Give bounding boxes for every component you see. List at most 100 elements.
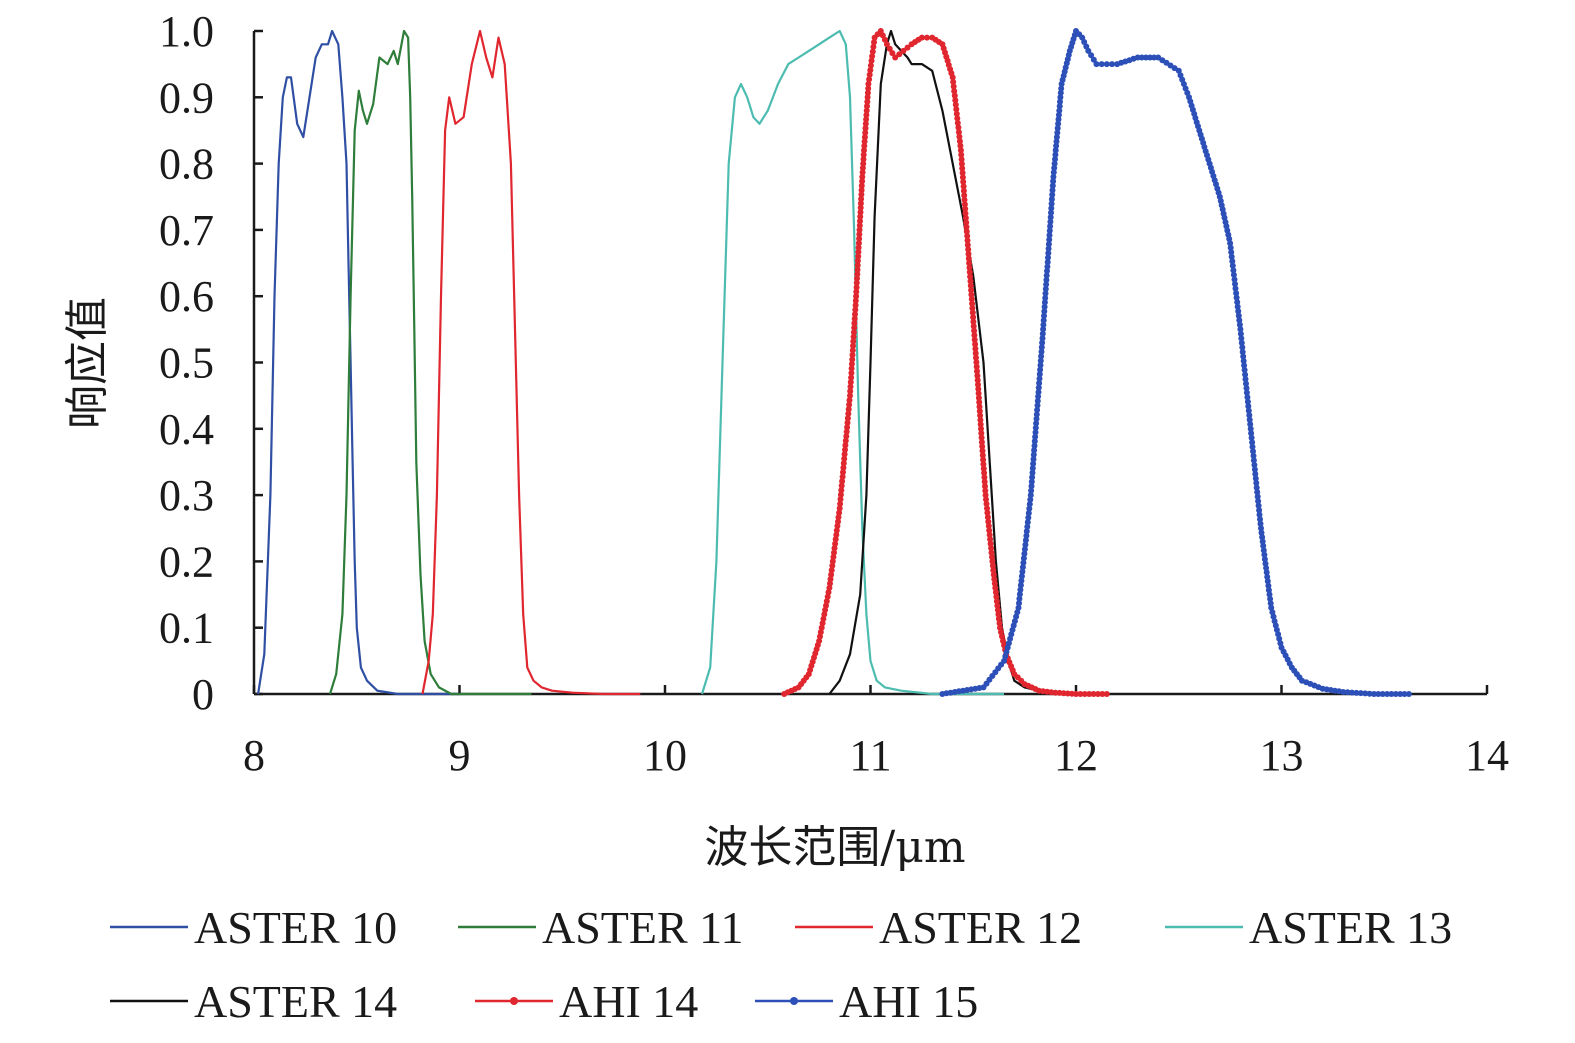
data-point	[1241, 362, 1248, 369]
data-point	[857, 204, 864, 211]
data-point	[1258, 529, 1265, 536]
data-point	[994, 607, 1001, 613]
data-point	[977, 412, 984, 419]
series-line	[942, 29, 1409, 696]
data-point	[1041, 299, 1048, 306]
series-aster-11	[328, 29, 532, 696]
data-point	[828, 571, 835, 578]
data-point	[1237, 330, 1244, 337]
data-point	[1031, 442, 1038, 449]
x-tick-label: 11	[849, 731, 891, 780]
data-point	[970, 314, 977, 321]
data-point	[1252, 475, 1259, 482]
data-point	[900, 47, 907, 54]
data-point	[829, 558, 836, 565]
data-point	[852, 311, 858, 318]
data-point	[1250, 457, 1257, 464]
data-point	[969, 300, 976, 307]
data-point	[859, 178, 866, 185]
data-point	[848, 374, 855, 381]
data-point	[1266, 591, 1273, 598]
data-point	[1042, 295, 1049, 301]
data-point	[1242, 371, 1249, 378]
data-point	[843, 428, 850, 435]
data-point	[971, 336, 978, 343]
data-point	[1021, 546, 1028, 553]
data-point	[863, 116, 870, 123]
data-point	[964, 242, 971, 248]
data-point	[849, 347, 856, 354]
data-point	[1235, 312, 1242, 319]
data-point	[989, 554, 995, 560]
series-ahi-15	[939, 28, 1412, 697]
y-tick-label: 0.7	[159, 206, 214, 255]
data-point	[868, 57, 875, 64]
data-point	[966, 260, 973, 267]
data-point	[985, 523, 992, 529]
data-point	[1040, 326, 1047, 333]
data-point	[1028, 487, 1035, 494]
data-point	[859, 173, 866, 180]
data-point	[1041, 308, 1048, 315]
data-point	[1073, 691, 1079, 697]
data-point	[1015, 604, 1022, 611]
ticks: 0 0.1 0.2 0.3 0.4 0.5 0.6 0.7 0.8 0.9 1.0 8 9 10 11 12 1…	[159, 7, 1509, 780]
data-point	[1034, 402, 1041, 409]
data-point	[1020, 555, 1027, 562]
data-point	[980, 465, 987, 472]
data-point	[964, 233, 971, 239]
data-point	[858, 187, 865, 194]
data-point	[861, 134, 868, 141]
data-point	[1018, 577, 1025, 584]
data-point	[1362, 690, 1369, 697]
data-point	[1018, 573, 1025, 580]
data-point	[1053, 134, 1060, 141]
data-point	[851, 315, 858, 322]
data-point	[1043, 281, 1050, 288]
data-point	[845, 410, 852, 417]
data-point	[863, 107, 870, 114]
data-point	[1022, 537, 1029, 544]
series-ahi-14	[781, 28, 1110, 697]
data-point	[963, 224, 970, 230]
y-tick-label: 0.2	[159, 537, 214, 586]
data-point	[847, 388, 854, 395]
data-point	[972, 350, 979, 357]
data-point	[1243, 389, 1250, 396]
data-point	[829, 562, 836, 569]
data-point	[1035, 393, 1042, 400]
data-point	[1243, 385, 1250, 392]
data-point	[985, 518, 992, 525]
data-point	[860, 151, 867, 158]
data-point	[1247, 425, 1254, 432]
data-point	[1267, 600, 1274, 607]
data-point	[892, 54, 899, 61]
x-tick-label: 13	[1260, 731, 1304, 780]
data-point	[832, 536, 839, 543]
data-point	[1340, 689, 1347, 695]
data-point	[1235, 308, 1242, 315]
data-point	[1270, 613, 1277, 620]
data-point	[836, 509, 843, 516]
data-point	[953, 106, 960, 113]
data-point	[1052, 147, 1059, 154]
y-tick-label: 0.1	[159, 604, 214, 653]
data-point	[972, 341, 979, 348]
data-point	[1230, 271, 1237, 278]
data-point	[1030, 456, 1037, 463]
data-point	[1039, 339, 1046, 346]
data-point	[850, 329, 857, 336]
data-point	[964, 237, 971, 244]
data-point	[1262, 560, 1269, 567]
data-point	[1051, 165, 1058, 171]
data-point	[842, 446, 848, 453]
data-point	[954, 120, 961, 126]
data-point	[1237, 326, 1244, 333]
data-point	[846, 397, 853, 404]
data-point	[1007, 635, 1014, 642]
data-point	[976, 399, 983, 406]
data-point	[978, 439, 985, 446]
data-point	[1042, 290, 1049, 297]
data-point	[1265, 587, 1272, 594]
data-point	[845, 406, 852, 413]
